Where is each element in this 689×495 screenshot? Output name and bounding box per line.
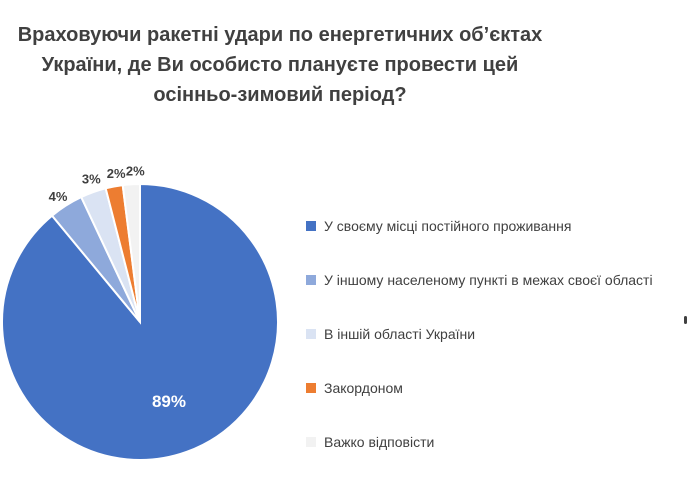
legend-item: Закордоном (306, 380, 403, 396)
legend-label: В іншій області України (324, 326, 476, 342)
legend-item: У своєму місці постійного проживання (306, 218, 571, 234)
legend-swatch (306, 437, 316, 447)
data-label: 2% (107, 166, 126, 181)
legend-label: У іншому населеному пункті в межах своєї… (324, 272, 653, 288)
legend-swatch (306, 275, 316, 285)
legend-item: У іншому населеному пункті в межах своєї… (306, 272, 653, 288)
legend-item: Важко відповісти (306, 434, 434, 450)
legend-label: У своєму місці постійного проживання (324, 218, 572, 234)
legend-item: В іншій області України (306, 326, 475, 342)
data-label: 2% (126, 164, 145, 179)
pie-slice (121, 182, 141, 323)
data-label: 4% (49, 189, 68, 204)
edge-mark (684, 316, 687, 324)
legend-swatch (306, 383, 316, 393)
legend-swatch (306, 329, 316, 339)
data-label: 89% (152, 392, 186, 411)
legend-label: Важко відповісти (324, 434, 435, 450)
data-label: 3% (82, 172, 101, 187)
legend-swatch (306, 221, 316, 231)
chart-title: Враховуючи ракетні удари по енергетичних… (17, 24, 543, 106)
legend-label: Закордоном (324, 380, 403, 396)
